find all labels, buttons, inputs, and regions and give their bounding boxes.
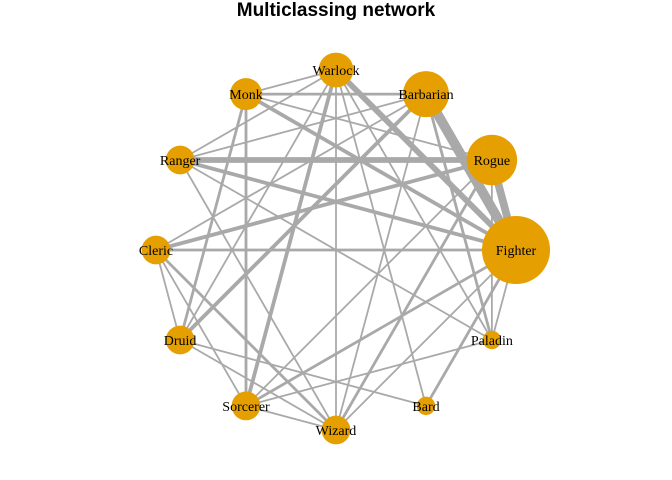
edge-druid-wizard <box>179 339 337 431</box>
node-label-rogue: Rogue <box>474 154 511 169</box>
node-wizard <box>321 415 351 445</box>
edge-sorcerer-wizard <box>245 405 337 431</box>
edge-cleric-rogue <box>155 158 493 252</box>
node-layer <box>141 52 551 445</box>
node-label-fighter: Fighter <box>496 244 537 259</box>
node-label-monk: Monk <box>229 88 262 103</box>
node-bard <box>416 396 436 416</box>
edge-ranger-wizard <box>179 159 337 431</box>
edge-warlock-ranger <box>179 69 337 161</box>
node-label-bard: Bard <box>412 400 439 415</box>
node-fighter <box>481 215 551 285</box>
node-paladin <box>482 330 502 350</box>
edge-ranger-paladin <box>179 159 493 341</box>
edge-sorcerer-fighter <box>245 248 517 408</box>
edge-layer <box>155 67 521 431</box>
node-rogue <box>466 134 518 186</box>
node-label-sorcerer: Sorcerer <box>222 400 270 415</box>
node-sorcerer <box>231 391 261 421</box>
edge-warlock-sorcerer <box>244 69 338 407</box>
node-label-wizard: Wizard <box>316 424 357 439</box>
edge-barbarian-ranger <box>179 93 427 161</box>
chart-title: Multiclassing network <box>236 0 436 21</box>
edge-druid-bard <box>179 339 427 407</box>
label-layer: Warlock Barbarian Rogue Fighter Paladin Bard W… <box>139 64 537 439</box>
edge-rogue-sorcerer <box>245 159 493 407</box>
edge-ranger-fighter <box>179 158 517 252</box>
edge-barbarian-paladin <box>424 93 494 341</box>
node-label-barbarian: Barbarian <box>398 88 453 103</box>
node-ranger <box>165 145 195 175</box>
node-label-paladin: Paladin <box>471 334 513 349</box>
edge-fighter-wizard <box>335 249 517 431</box>
node-label-ranger: Ranger <box>160 154 201 169</box>
edge-warlock-bard <box>335 69 427 407</box>
edge-monk-fighter <box>245 92 517 252</box>
edge-barbarian-cleric <box>155 93 427 251</box>
node-label-cleric: Cleric <box>139 244 173 259</box>
node-label-warlock: Warlock <box>312 64 359 79</box>
edge-druid-barbarian <box>178 92 428 342</box>
edge-warlock-paladin <box>335 69 493 341</box>
node-warlock <box>318 52 354 88</box>
node-cleric <box>141 235 171 265</box>
edge-cleric-druid <box>155 249 181 341</box>
edge-cleric-sorcerer <box>155 249 247 407</box>
node-label-druid: Druid <box>164 334 197 349</box>
edge-cleric-wizard <box>155 249 337 431</box>
node-druid <box>165 325 195 355</box>
node-barbarian <box>403 71 449 118</box>
edge-barbarian-wizard <box>335 93 427 431</box>
node-monk <box>229 78 263 111</box>
edge-sorcerer-paladin <box>245 339 493 407</box>
